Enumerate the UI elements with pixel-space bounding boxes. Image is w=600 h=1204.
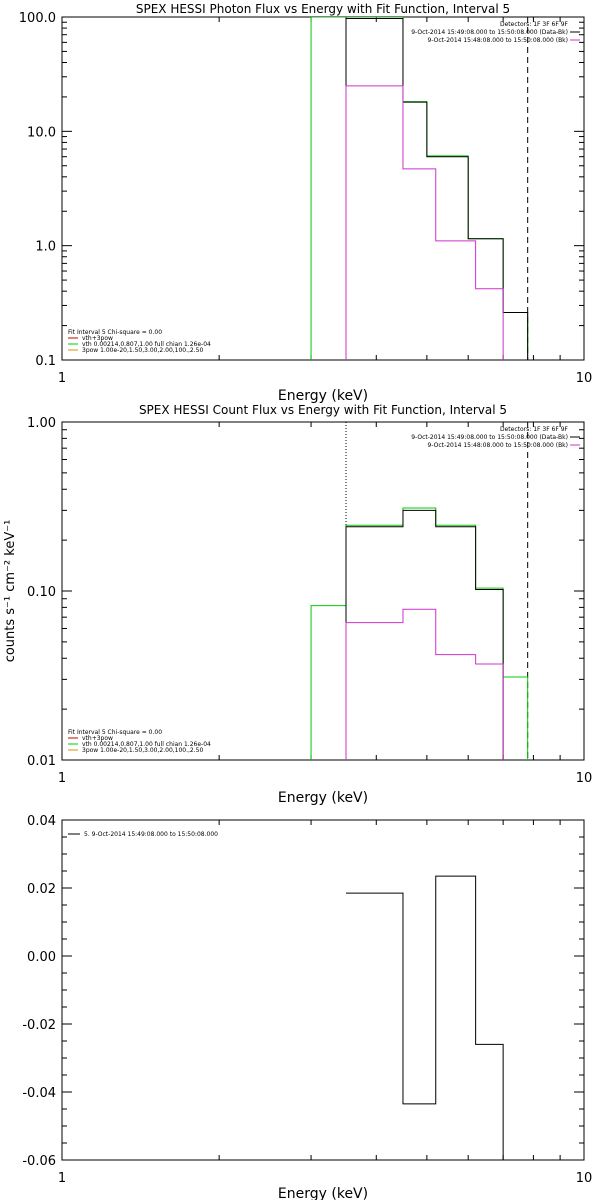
legend-entry: 3pow 1.00e-20,1.50,3.00,2.00,100.,2.50: [82, 347, 203, 354]
series-line: [345, 608, 504, 760]
legend-entry: 5. 9-Oct-2014 15:49:08.000 to 15:50:08.0…: [84, 831, 218, 838]
series-line: [310, 507, 529, 760]
y-tick-label: 0.00: [27, 950, 56, 965]
series-group: [310, 507, 529, 760]
series-group: [310, 17, 529, 360]
y-tick-label: 0.1: [35, 354, 56, 369]
legend-header: Detectors: 1F 3F 6F 9F: [500, 426, 569, 433]
plot-frame: [61, 421, 585, 761]
y-tick-label: -0.02: [22, 1018, 56, 1033]
series-line: [346, 875, 504, 1160]
y-tick-label: 100.0: [19, 11, 56, 26]
x-axis-label: Energy (keV): [278, 790, 368, 806]
y-tick-label: 1.00: [27, 416, 56, 431]
legend-entry: 9-Oct-2014 15:49:08.000 to 15:50:08.000 …: [411, 434, 568, 441]
y-tick-label: 10.0: [27, 125, 56, 140]
legend-entry: 3pow 1.00e-20,1.50,3.00,2.00,100.,2.50: [82, 747, 203, 754]
plot-frame: [61, 819, 585, 1161]
chart-panel-3: 1 10 -0.06 -0.04 -0.02 0.00 0.02 0.04 Energy (ke…: [22, 814, 593, 1202]
series-line: [345, 509, 504, 760]
chart-panel-1: 1 10 0.1 1.0 10.0 100.0 SPEX HESSI Photon Flux…: [19, 2, 592, 404]
series-line: [345, 85, 529, 360]
legend-entry: vth 0.00214,0.807,1.00 full chian 1.26e-…: [82, 741, 211, 748]
series-line: [310, 17, 529, 360]
y-tick-label: 0.01: [27, 754, 56, 769]
legend-entry: 9-Oct-2014 15:48:08.000 to 15:50:08.000 …: [428, 37, 569, 44]
legend-entry: vth+3pow: [82, 735, 113, 742]
series-group: [346, 875, 504, 1160]
legend-entry: 9-Oct-2014 15:48:08.000 to 15:50:08.000 …: [428, 442, 569, 449]
y-tick-label: -0.04: [22, 1086, 56, 1101]
x-tick-label: 10: [576, 1171, 593, 1186]
legend-header: Fit Interval 5 Chi-square = 0.00: [68, 729, 162, 736]
x-tick-label: 1: [58, 371, 66, 386]
y-tick-label: 0.02: [27, 882, 56, 897]
y-tick-label: 0.04: [27, 814, 56, 829]
legend-entry: vth 0.00214,0.807,1.00 full chian 1.26e-…: [82, 341, 211, 348]
y-tick-label: 0.10: [27, 585, 56, 600]
x-tick-label: 1: [58, 771, 66, 786]
chart-title: SPEX HESSI Photon Flux vs Energy with Fi…: [136, 2, 510, 16]
chart-title: SPEX HESSI Count Flux vs Energy with Fit…: [139, 403, 507, 417]
series-line: [345, 18, 529, 360]
legend-entry: vth+3pow: [82, 335, 113, 342]
chart-panel-2: 1 10 0.01 0.10 1.00 SPEX HESSI Count Flux vs …: [3, 403, 592, 806]
x-axis-label: Energy (keV): [278, 1186, 368, 1200]
x-tick-label: 10: [576, 371, 593, 386]
y-tick-label: 1.0: [35, 240, 56, 255]
plot-frame: [61, 16, 585, 361]
x-tick-label: 10: [576, 771, 593, 786]
x-axis-label: Energy (keV): [278, 388, 368, 404]
legend-header: Detectors: 1F 3F 6F 9F: [500, 21, 569, 28]
x-tick-label: 1: [58, 1171, 66, 1186]
y-axis-label: counts s⁻¹ cm⁻² keV⁻¹: [3, 520, 18, 663]
legend-header: Fit Interval 5 Chi-square = 0.00: [68, 329, 162, 336]
legend-entry: 9-Oct-2014 15:49:08.000 to 15:50:08.000 …: [411, 29, 568, 36]
y-tick-label: -0.06: [22, 1154, 56, 1169]
